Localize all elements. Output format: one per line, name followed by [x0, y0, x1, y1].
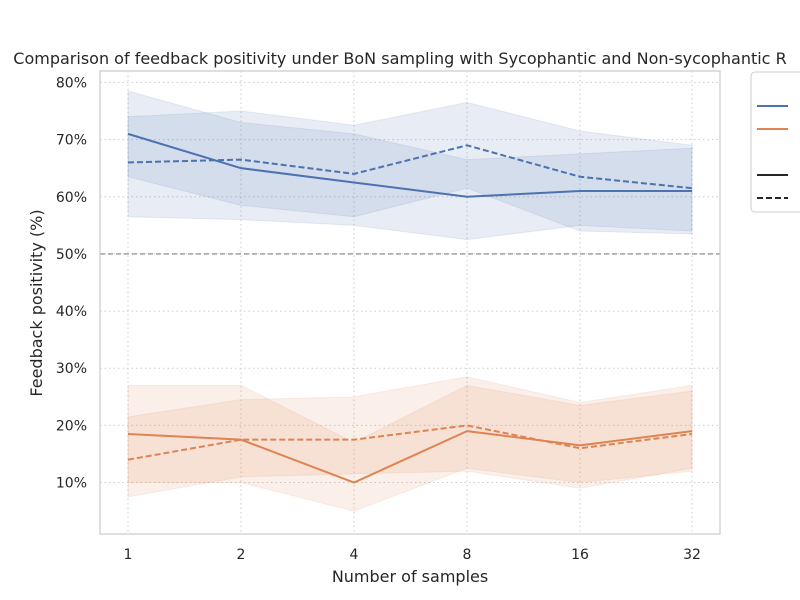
- series-line: [127, 144, 693, 190]
- y-tick-label: 50%: [56, 247, 87, 263]
- y-tick-label: 60%: [56, 190, 87, 206]
- y-tick-label: 20%: [56, 418, 87, 434]
- series-line: [127, 132, 692, 198]
- x-tick-label: 1: [124, 547, 133, 563]
- y-axis-label: Feedback positivity (%): [27, 209, 46, 396]
- y-tick-label: 40%: [56, 304, 87, 320]
- x-tick-label: 8: [463, 547, 472, 563]
- x-tick-label: 4: [350, 547, 359, 563]
- y-tick-label: 10%: [56, 476, 87, 492]
- x-tick-label: 2: [237, 547, 246, 563]
- y-tick-label: 70%: [56, 133, 87, 149]
- plot-frame: [99, 70, 721, 535]
- y-tick-labels: 10% 20% 30% 40% 50% 60% 70% 80%: [56, 75, 87, 491]
- confidence-bands: [127, 90, 693, 512]
- legend-box: [750, 71, 800, 213]
- confidence-band: [127, 384, 693, 512]
- y-tick-label: 30%: [56, 361, 87, 377]
- series-line: [127, 424, 693, 461]
- x-tick-label: 16: [571, 547, 589, 563]
- series-line: [127, 430, 693, 484]
- legend: [750, 71, 800, 213]
- grid: [100, 71, 720, 534]
- series-lines: [127, 132, 693, 484]
- y-tick-label: 80%: [56, 75, 87, 91]
- x-axis-label: Number of samples: [332, 567, 488, 586]
- x-tick-labels: 1 2 4 8 16 32: [124, 547, 701, 563]
- x-tick-label: 32: [683, 547, 701, 563]
- confidence-band: [127, 90, 693, 235]
- confidence-band: [127, 376, 693, 498]
- chart-title: Comparison of feedback positivity under …: [13, 49, 786, 68]
- confidence-band: [127, 101, 693, 241]
